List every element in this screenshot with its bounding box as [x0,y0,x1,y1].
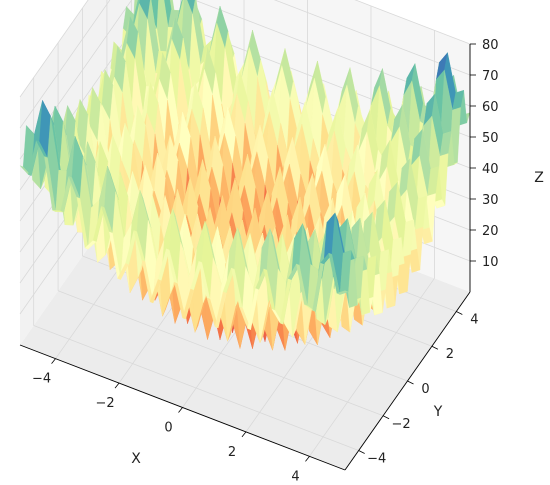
x-axis-label: X [131,451,141,467]
y-tick-label: 0 [421,382,429,397]
y-tick-mark [358,450,365,454]
x-tick-mark [241,431,247,438]
x-axis-ticks: −4 −2 0 2 4 [32,358,310,484]
y-axis-label: Y [433,404,443,420]
y-axis-ticks: −4 −2 0 2 4 [358,311,478,467]
y-tick-label: −4 [367,452,386,467]
y-tick-label: 4 [470,312,478,327]
z-axis-label: Z [534,170,544,186]
left-grid-z [19,0,111,129]
z-tick-label: 70 [482,69,499,84]
x-tick-mark [178,407,183,413]
y-tick-mark [456,311,463,315]
x-tick-mark [305,456,310,462]
back-grid-z [273,0,471,76]
z-axis-ticks: 10 20 30 40 50 60 70 80 [470,38,499,270]
y-tick-label: −2 [392,417,411,432]
x-tick-label: 2 [228,445,236,460]
y-tick-label: 2 [446,347,454,362]
z-tick-label: 80 [482,38,499,53]
z-tick-label: 30 [482,193,499,208]
x-tick-label: −2 [95,396,114,411]
z-tick-label: 10 [482,255,499,270]
z-tick-label: 60 [482,100,499,115]
x-tick-label: 0 [164,421,172,436]
x-tick-label: 4 [291,469,299,484]
floor-grid-x [309,278,435,457]
x-tick-mark [114,382,120,389]
z-tick-label: 50 [482,131,499,146]
y-tick-mark [431,345,439,350]
y-tick-mark [382,415,390,420]
y-tick-mark [407,380,414,385]
x-tick-mark [51,358,56,364]
surface-facet [336,290,349,295]
z-tick-label: 40 [482,162,499,177]
back-grid-z [354,0,471,45]
x-tick-label: −4 [32,372,51,387]
z-tick-label: 20 [482,224,499,239]
surface-mesh [19,0,471,351]
left-grid-z [19,0,89,98]
